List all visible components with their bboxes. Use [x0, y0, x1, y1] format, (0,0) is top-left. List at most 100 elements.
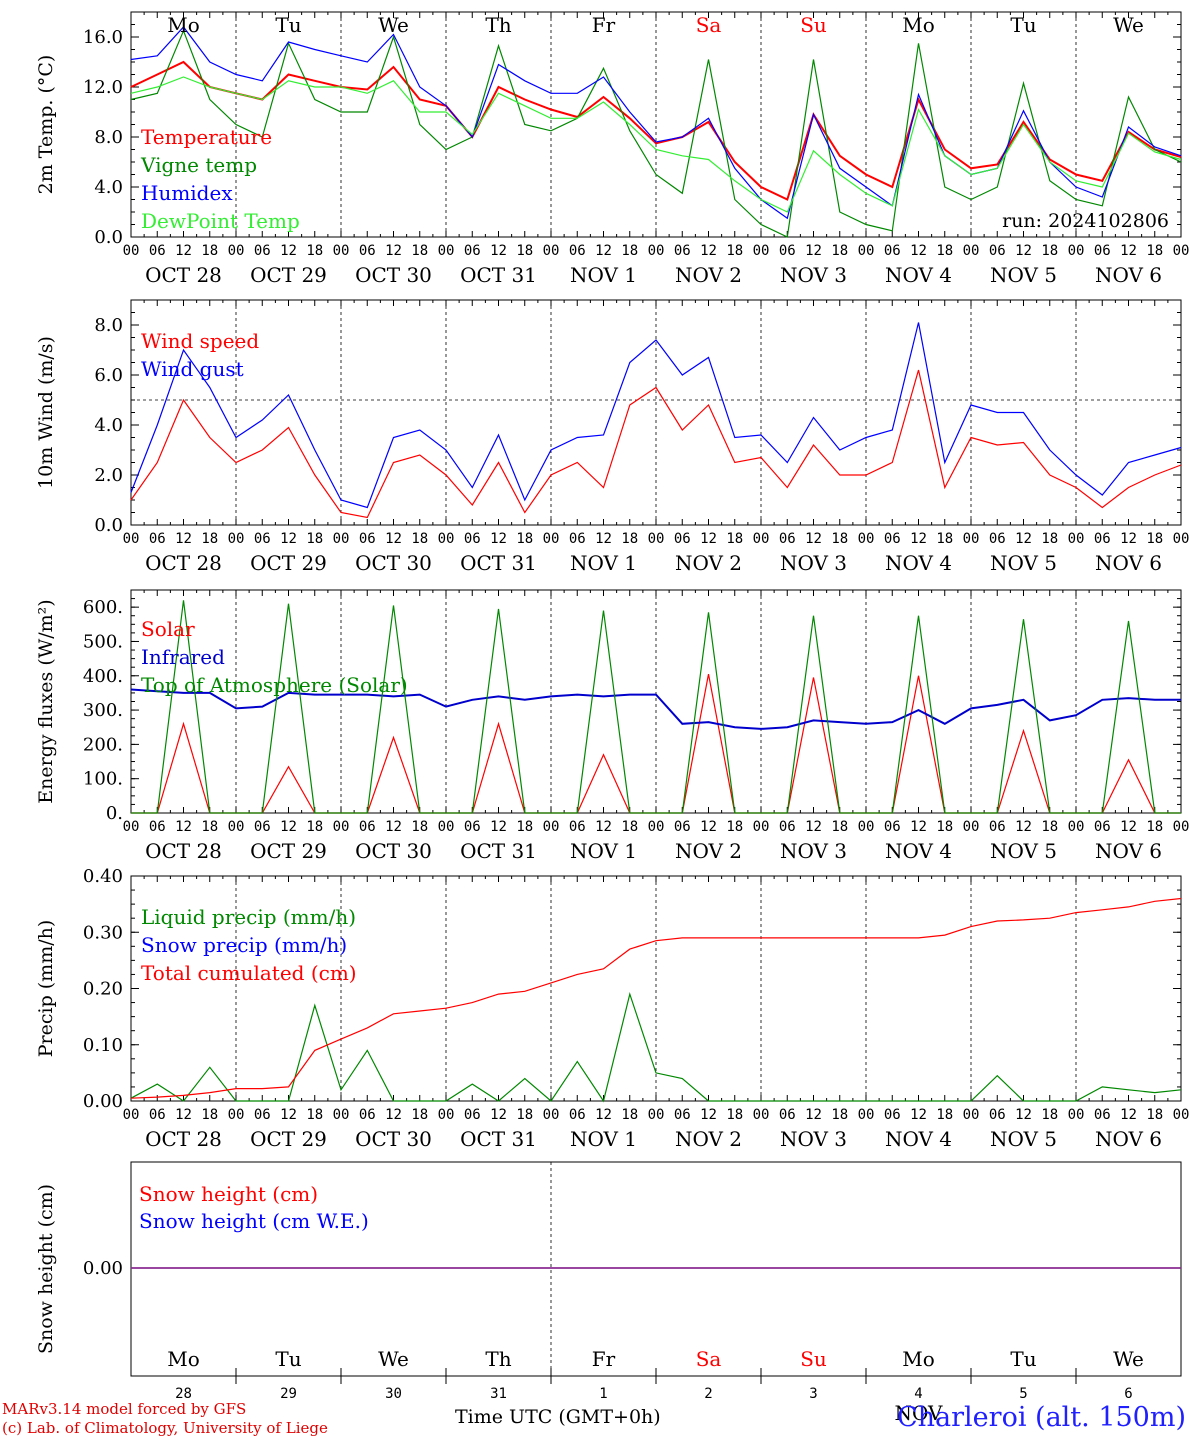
hour-tick-label: 00: [333, 243, 350, 259]
hour-tick-label: 00: [648, 531, 665, 547]
hour-tick-label: 00: [963, 531, 980, 547]
hour-tick-label: 00: [438, 819, 455, 835]
hour-tick-label: 18: [201, 243, 218, 259]
model-credit: MARv3.14 model forced by GFS: [2, 1400, 247, 1418]
hour-tick-label: 18: [1041, 531, 1058, 547]
hour-tick-label: 12: [910, 243, 927, 259]
hour-tick-label: 00: [228, 1107, 245, 1123]
date-label: OCT 28: [145, 839, 222, 863]
hour-tick-label: 06: [359, 243, 376, 259]
day-label: Sa: [696, 13, 722, 37]
date-label: NOV 6: [1095, 263, 1162, 287]
hour-tick-label: 06: [359, 819, 376, 835]
date-label: NOV 3: [780, 1127, 847, 1151]
hour-tick-label: 00: [963, 243, 980, 259]
x-axis-title: Time UTC (GMT+0h): [455, 1406, 661, 1428]
hour-tick-label: 12: [805, 243, 822, 259]
hour-tick-label: 00: [228, 243, 245, 259]
day-label: Mo: [167, 1347, 200, 1371]
date-label: NOV 5: [990, 1127, 1057, 1151]
hour-tick-label: 06: [779, 819, 796, 835]
hour-tick-label: 18: [306, 819, 323, 835]
series-line: [130, 76, 1182, 213]
hour-tick-label: 18: [726, 531, 743, 547]
hour-tick-label: 18: [621, 819, 638, 835]
day-label: Tu: [275, 1347, 301, 1371]
hour-tick-label: 00: [753, 1107, 770, 1123]
series-line: [130, 26, 1182, 220]
hour-tick-label: 00: [1173, 531, 1190, 547]
hour-tick-label: 06: [569, 243, 586, 259]
legend-label: Snow precip (mm/h): [141, 933, 347, 957]
hour-tick-label: 00: [858, 1107, 875, 1123]
hour-tick-label: 12: [280, 243, 297, 259]
hour-tick-label: 00: [1068, 819, 1085, 835]
hour-tick-label: 00: [648, 819, 665, 835]
day-number: 1: [599, 1386, 607, 1402]
date-label: NOV 6: [1095, 551, 1162, 575]
hour-tick-label: 18: [516, 531, 533, 547]
date-label: NOV 2: [675, 1127, 742, 1151]
hour-tick-label: 00: [1068, 531, 1085, 547]
y-tick-label: 0.40: [83, 866, 123, 887]
legend-label: Vigne temp: [140, 153, 257, 177]
y-tick-label: 400.: [83, 666, 123, 687]
hour-tick-label: 06: [254, 531, 271, 547]
hour-tick-label: 18: [936, 1107, 953, 1123]
date-label: OCT 29: [250, 1127, 327, 1151]
date-label: NOV 5: [990, 263, 1057, 287]
date-label: NOV 4: [885, 551, 952, 575]
y-tick-label: 8.0: [94, 315, 123, 336]
legend-label: Total cumulated (cm): [141, 961, 357, 985]
date-label: NOV 1: [570, 263, 637, 287]
hour-tick-label: 12: [385, 1107, 402, 1123]
hour-tick-label: 12: [175, 531, 192, 547]
series-line: [130, 369, 1182, 519]
hour-tick-label: 12: [490, 1107, 507, 1123]
hour-tick-label: 12: [175, 1107, 192, 1123]
run-label: run: 2024102806: [1002, 210, 1169, 232]
date-label: OCT 30: [355, 839, 432, 863]
hour-tick-label: 12: [490, 819, 507, 835]
hour-tick-label: 18: [936, 819, 953, 835]
legend-label: DewPoint Temp: [141, 209, 300, 233]
y-tick-label: 0.10: [83, 1035, 123, 1056]
hour-tick-label: 18: [516, 243, 533, 259]
hour-tick-label: 06: [989, 243, 1006, 259]
panel-3: [130, 589, 1182, 814]
hour-tick-label: 12: [910, 531, 927, 547]
legend-label: Wind gust: [141, 357, 244, 381]
hour-tick-label: 12: [910, 1107, 927, 1123]
day-label: Th: [485, 13, 511, 37]
hour-tick-label: 12: [175, 243, 192, 259]
y-tick-label: 0.0: [94, 227, 123, 248]
hour-tick-label: 06: [569, 531, 586, 547]
date-label: NOV 6: [1095, 1127, 1162, 1151]
hour-tick-label: 12: [805, 1107, 822, 1123]
hour-tick-label: 00: [858, 819, 875, 835]
day-number: 28: [175, 1386, 192, 1402]
hour-tick-label: 18: [831, 1107, 848, 1123]
hour-tick-label: 18: [411, 531, 428, 547]
hour-tick-label: 06: [149, 1107, 166, 1123]
hour-tick-label: 06: [884, 819, 901, 835]
hour-tick-label: 12: [490, 243, 507, 259]
legend-label: Liquid precip (mm/h): [141, 905, 356, 929]
date-label: NOV 2: [675, 551, 742, 575]
hour-tick-label: 00: [648, 1107, 665, 1123]
lab-credit: (c) Lab. of Climatology, University of L…: [2, 1419, 328, 1437]
day-label: Tu: [1010, 13, 1036, 37]
hour-tick-label: 06: [359, 1107, 376, 1123]
hour-tick-label: 12: [280, 1107, 297, 1123]
hour-tick-label: 18: [1146, 243, 1163, 259]
hour-tick-label: 12: [1120, 531, 1137, 547]
hour-tick-label: 00: [438, 1107, 455, 1123]
day-label: We: [1113, 13, 1144, 37]
date-label: NOV 3: [780, 551, 847, 575]
date-label: OCT 29: [250, 263, 327, 287]
hour-tick-label: 00: [753, 243, 770, 259]
hour-tick-label: 12: [595, 819, 612, 835]
day-label: Mo: [902, 13, 935, 37]
y-tick-label: 4.0: [94, 415, 123, 436]
date-label: NOV 1: [570, 551, 637, 575]
